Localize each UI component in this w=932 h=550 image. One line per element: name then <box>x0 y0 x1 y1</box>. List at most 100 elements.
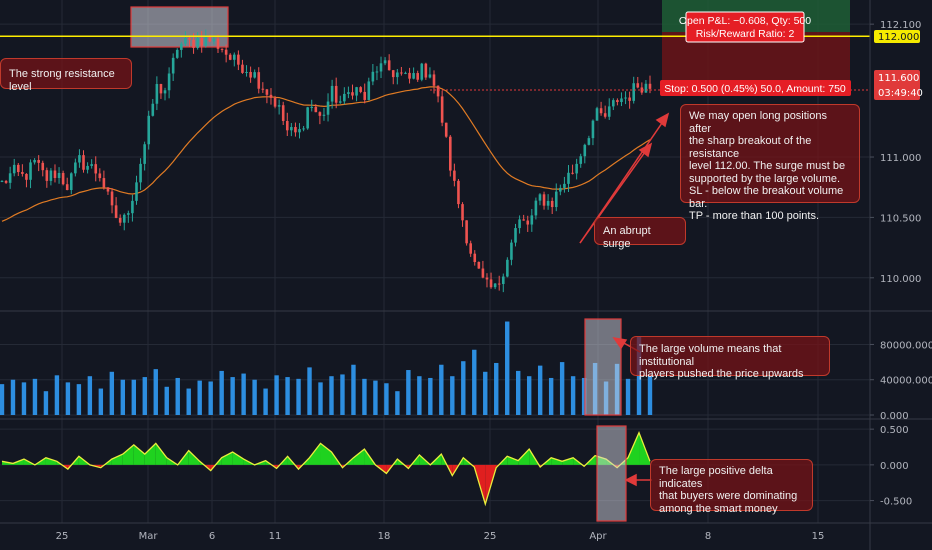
candle-body <box>424 63 428 78</box>
time-tick-label: 25 <box>56 531 69 542</box>
volume-bar <box>120 379 126 415</box>
candle-body <box>571 172 574 174</box>
candle-body <box>591 120 595 139</box>
surge-callout: An abrupt surge <box>594 217 686 250</box>
candle-body <box>506 259 509 277</box>
candle-body <box>122 214 126 223</box>
candle-body <box>624 97 627 99</box>
candle-body <box>526 220 530 225</box>
candle-body <box>25 173 28 180</box>
volume-bar <box>65 382 71 415</box>
candle-body <box>212 38 216 42</box>
candle-body <box>436 85 440 97</box>
candle-body <box>518 219 521 229</box>
candle-body <box>110 191 114 206</box>
candle-body <box>391 70 395 78</box>
volume-bar <box>439 364 444 415</box>
candle-body <box>257 72 261 89</box>
candle-body <box>290 127 293 131</box>
candle-body <box>175 49 179 58</box>
position-stop-label: Stop: 0.500 (0.45%) 50.0, Amount: 750 <box>664 83 846 95</box>
candle-body <box>371 71 375 82</box>
delta-area-segment <box>144 443 156 465</box>
volume-bar <box>142 377 147 415</box>
candle-body <box>53 170 57 178</box>
trade-plan-line: level 112.00. The surge must be <box>689 160 846 172</box>
candle-body <box>432 74 436 86</box>
candle-body <box>180 43 183 50</box>
price-ticks: 112.100 111.000 110.500 110.000 80000.000 400… <box>870 20 932 508</box>
time-ticks: 25 Mar 6 11 18 25 Apr 8 15 <box>56 531 825 542</box>
candle-body <box>465 220 468 244</box>
candle-body <box>522 219 525 221</box>
candle-body <box>204 36 208 46</box>
candle-body <box>233 54 236 60</box>
time-tick-label: Mar <box>139 531 159 542</box>
volume-bar <box>43 391 49 415</box>
candle-body <box>318 112 322 116</box>
volume-bar <box>647 374 653 415</box>
volume-bar <box>186 388 191 415</box>
candle-body <box>29 162 32 180</box>
candle-body <box>559 187 562 192</box>
candle-body <box>143 144 146 164</box>
candle-body <box>343 93 346 102</box>
volume-bar <box>625 378 631 415</box>
time-tick-label: 18 <box>378 531 391 542</box>
candle-body <box>74 162 77 174</box>
candle-body <box>298 129 301 133</box>
volume-bar <box>153 369 158 415</box>
candle-body <box>127 213 130 215</box>
delta-area-segment <box>111 454 123 465</box>
candle-body <box>131 200 134 214</box>
volume-bar <box>494 362 499 415</box>
candle-body <box>546 200 550 206</box>
candle-body <box>322 114 326 116</box>
delta-area-segment <box>45 457 57 465</box>
candle-body <box>208 36 212 42</box>
volume-callout-line: The large volume means that institutiona… <box>639 343 782 368</box>
delta-callout-line: that buyers were dominating <box>659 490 798 502</box>
price-tick-label: 110.500 <box>880 213 921 224</box>
moving-average <box>1 86 651 222</box>
candle-body <box>550 200 554 208</box>
candle-body <box>277 105 281 107</box>
candle-body <box>285 120 289 131</box>
candle-body <box>485 277 489 280</box>
candle-body <box>534 200 538 216</box>
volume-bar <box>54 375 60 415</box>
candle-body <box>135 182 138 201</box>
candle-body <box>453 170 456 181</box>
time-tick-label: 15 <box>812 531 825 542</box>
pointer-arrows <box>579 112 670 487</box>
price-tick-label: 0.000 <box>880 411 909 422</box>
candle-body <box>538 194 542 201</box>
volume-bar <box>87 376 93 415</box>
candle-body <box>265 89 269 95</box>
resistance-callout-text: The strong resistance level <box>9 68 115 93</box>
candle-body <box>281 105 285 121</box>
candle-body <box>563 183 566 188</box>
candle-body <box>86 165 89 170</box>
candle-body <box>583 144 587 157</box>
delta-callout: The large positive delta indicates that … <box>650 459 813 515</box>
candle-body <box>167 73 171 91</box>
candle-body <box>49 170 53 181</box>
delta-area-segment <box>320 443 332 465</box>
candle-body <box>37 160 40 163</box>
candles <box>0 29 652 293</box>
position-info-box <box>685 11 805 43</box>
candle-body <box>21 172 24 174</box>
volume-bar <box>109 371 115 415</box>
candle-body <box>253 72 256 78</box>
candle-body <box>469 243 472 254</box>
candle-body <box>294 127 297 133</box>
candle-body <box>69 173 73 191</box>
candle-body <box>461 204 464 221</box>
candle-body <box>363 91 367 100</box>
candle-body <box>249 71 252 78</box>
price-tick-label: 0.500 <box>880 425 909 436</box>
candle-body <box>355 87 358 96</box>
volume-bar <box>340 374 345 415</box>
